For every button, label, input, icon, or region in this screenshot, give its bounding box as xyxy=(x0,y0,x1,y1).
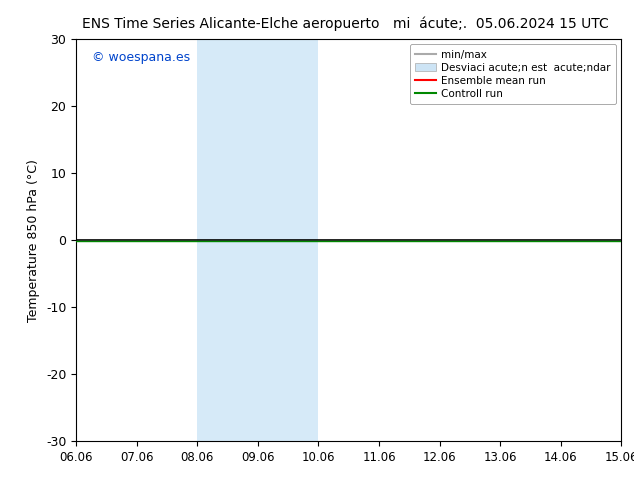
Text: mi  ácute;.  05.06.2024 15 UTC: mi ácute;. 05.06.2024 15 UTC xyxy=(393,17,609,31)
Text: © woespana.es: © woespana.es xyxy=(93,51,191,64)
Y-axis label: Temperature 850 hPa (°C): Temperature 850 hPa (°C) xyxy=(27,159,41,321)
Text: ENS Time Series Alicante-Elche aeropuerto: ENS Time Series Alicante-Elche aeropuert… xyxy=(82,17,380,31)
Bar xyxy=(197,39,318,441)
Bar xyxy=(621,39,634,441)
Legend: min/max, Desviaci acute;n est  acute;ndar, Ensemble mean run, Controll run: min/max, Desviaci acute;n est acute;ndar… xyxy=(410,45,616,104)
